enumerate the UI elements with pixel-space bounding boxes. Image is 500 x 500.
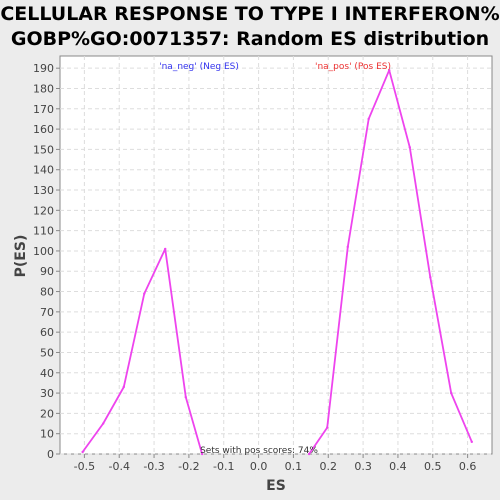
data-point [143, 292, 146, 295]
data-point [102, 422, 105, 425]
data-point [81, 450, 84, 454]
x-tick-label: -0.2 [178, 460, 199, 473]
grid-lines [60, 56, 492, 455]
y-tick-label: 30 [40, 387, 54, 400]
plot-area [59, 55, 493, 455]
x-axis-ticks: -0.5 -0.4 -0.3 -0.2 -0.1 0.0 0.1 0.2 0.3 0.4 0.5 0.… [74, 454, 477, 473]
y-tick-label: 130 [33, 184, 54, 197]
data-point [307, 452, 311, 456]
data-point [346, 245, 349, 249]
y-tick-label: 180 [33, 82, 54, 95]
y-axis-ticks: 0 10 20 30 40 50 60 70 80 90 100 110 120 130 140 150 160… [33, 62, 60, 461]
x-tick-label: 0.6 [459, 460, 477, 473]
data-point [184, 395, 187, 399]
y-tick-label: 140 [33, 164, 54, 177]
legend-neg-es: 'na_neg' (Neg ES) [159, 62, 239, 72]
x-tick-label: 0.5 [424, 460, 442, 473]
y-tick-label: 60 [40, 326, 54, 339]
y-tick-label: 90 [40, 265, 54, 278]
y-tick-label: 110 [33, 225, 54, 238]
y-axis-title: P(ES) [13, 235, 29, 278]
y-tick-label: 170 [33, 103, 54, 116]
x-tick-label: -0.1 [213, 460, 234, 473]
x-tick-label: -0.5 [74, 460, 95, 473]
x-tick-label: 0.3 [354, 460, 372, 473]
x-tick-label: 0.1 [285, 460, 303, 473]
chart-title-line1: CELLULAR RESPONSE TO TYPE I INTERFERON% [0, 3, 499, 25]
data-point [164, 247, 167, 251]
data-point [429, 276, 432, 279]
data-point [408, 146, 411, 149]
y-tick-label: 20 [40, 407, 54, 420]
legend-pos-es: 'na_pos' (Pos ES) [315, 62, 391, 72]
y-tick-label: 70 [40, 306, 54, 319]
y-tick-label: 10 [40, 428, 54, 441]
data-point [450, 391, 453, 395]
data-point [470, 440, 473, 444]
data-point [326, 426, 329, 429]
chart-title-line2: GOBP%GO:0071357: Random ES distribution [11, 28, 489, 50]
y-tick-label: 150 [33, 143, 54, 156]
pos-scores-annotation: Sets with pos scores: 74% [200, 446, 318, 456]
y-tick-label: 50 [40, 346, 54, 359]
data-point [388, 69, 391, 72]
y-tick-label: 80 [40, 286, 54, 299]
x-tick-label: 0.4 [389, 460, 407, 473]
data-point [122, 385, 125, 389]
y-tick-label: 40 [40, 367, 54, 380]
series-lines [81, 69, 473, 456]
y-tick-label: 120 [33, 204, 54, 217]
y-tick-label: 190 [33, 62, 54, 75]
y-tick-label: 0 [47, 448, 54, 461]
x-axis-title: ES [266, 478, 286, 494]
data-point [200, 452, 204, 456]
x-tick-label: 0.2 [320, 460, 338, 473]
data-point [367, 117, 370, 121]
y-tick-label: 160 [33, 123, 54, 136]
x-tick-label: 0.0 [250, 460, 268, 473]
x-tick-label: -0.3 [143, 460, 164, 473]
x-tick-label: -0.4 [108, 460, 129, 473]
y-tick-label: 100 [33, 245, 54, 258]
